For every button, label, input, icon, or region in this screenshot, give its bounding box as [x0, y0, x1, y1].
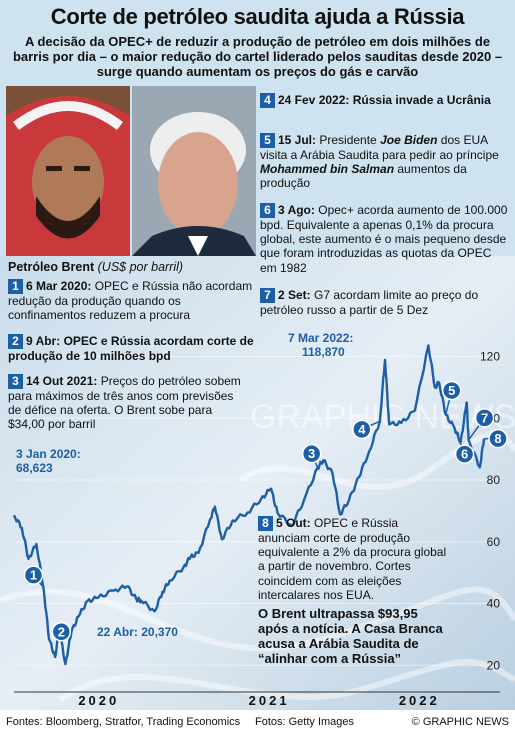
x-tick-2021: 2021: [249, 693, 290, 708]
event-5-name-mbs: Mohammed bin Salman: [260, 162, 395, 177]
marker-2: [51, 622, 72, 642]
event-6-number: 6: [260, 203, 275, 218]
event-8-date: 5 Out:: [276, 516, 311, 530]
event-5: 5 15 Jul: Presidente Joe Biden dos EUA vi…: [260, 133, 508, 191]
page-subtitle: A decisão da OPEC+ de reduzir a produção…: [12, 34, 503, 79]
chart-label-unit: (US$ por barril): [97, 260, 184, 274]
event-4-text: Rússia invade a Ucrânia: [352, 93, 491, 107]
event-1-text: OPEC e Rússia não acordam redução da pro…: [8, 279, 253, 323]
marker-7: [474, 408, 495, 428]
event-2-text: OPEC e Rússia acordam corte de produção …: [8, 334, 254, 363]
marker-8: [488, 428, 508, 449]
event-5-name-biden: Joe Biden: [380, 133, 438, 147]
marker-1: [23, 565, 44, 585]
event-5-text2: dos EUA visita a Arábia Saudita para ped…: [260, 133, 499, 162]
event-8-number: 8: [258, 516, 273, 531]
event-3: 3 14 Out 2021: Preços do petróleo sobem p…: [8, 374, 248, 432]
marker-label-2: 2: [58, 624, 65, 639]
event-4: 4 24 Fev 2022: Rússia invade a Ucrânia: [260, 93, 508, 108]
x-tick-2022: 2022: [399, 693, 440, 708]
marker-label-5: 5: [448, 383, 455, 398]
event-6-text: Opec+ acorda aumento de 100.000 bpd. Equ…: [260, 203, 508, 275]
marker-label-3: 3: [308, 446, 315, 461]
event-5-date: 15 Jul:: [278, 133, 317, 147]
page-title: Corte de petróleo saudita ajuda a Rússia: [50, 4, 465, 29]
event-5-number: 5: [260, 133, 275, 148]
marker-label-8: 8: [494, 431, 501, 446]
event-4-date: 24 Fev 2022:: [278, 93, 350, 107]
y-tick-40: 40: [487, 597, 501, 611]
chart-label: Petróleo Brent (US$ por barril): [8, 260, 183, 274]
event-2-date: 9 Abr:: [26, 334, 61, 348]
low-label: 22 Abr: 20,370: [97, 625, 178, 639]
event-8-bold-text: O Brent ultrapassa $93,95 após a notícia…: [258, 606, 443, 667]
y-tick-120: 120: [480, 350, 500, 364]
event-5-text: Presidente: [319, 133, 377, 147]
footer-credit: © GRAPHIC NEWS: [411, 716, 509, 728]
marker-label-7: 7: [481, 410, 488, 425]
photo-joe-biden: [132, 86, 256, 256]
event-1-number: 1: [8, 279, 23, 294]
event-1-date: 6 Mar 2020:: [26, 279, 92, 293]
marker-6: [454, 444, 475, 464]
event-3-text: Preços do petróleo sobem para máximos de…: [8, 374, 241, 432]
event-5-text3: aumentos da produção: [260, 162, 467, 191]
event-4-number: 4: [260, 93, 275, 108]
y-tick-80: 80: [487, 473, 501, 487]
event-2-number: 2: [8, 334, 23, 349]
start-value-label: 68,623: [16, 461, 53, 475]
marker-label-1: 1: [30, 568, 37, 583]
y-tick-60: 60: [487, 535, 501, 549]
price-line: [12, 344, 486, 666]
marker-label-6: 6: [461, 447, 468, 462]
marker-5: [441, 380, 462, 401]
start-date-label: 3 Jan 2020:: [16, 447, 81, 461]
event-8-text: OPEC e Rússia anunciam corte de produção…: [258, 516, 447, 602]
event-7-text: G7 acordam limite ao preço do petróleo r…: [260, 288, 479, 317]
marker-4: [352, 419, 372, 440]
footer-sources: Fontes: Bloomberg, Stratfor, Trading Eco…: [6, 716, 241, 728]
footer: Fontes: Bloomberg, Stratfor, Trading Eco…: [0, 710, 515, 734]
peak-value-label: 118,870: [302, 345, 345, 359]
event-7-number: 7: [260, 288, 275, 303]
footer-photos: Fotos: Getty Images: [255, 716, 355, 728]
chart-background: [0, 256, 515, 710]
event-3-date: 14 Out 2021:: [26, 374, 98, 388]
event-3-number: 3: [8, 374, 23, 389]
photo-mohammed-bin-salman: [6, 86, 130, 256]
y-tick-20: 20: [487, 658, 501, 672]
x-tick-2020: 2020: [78, 693, 119, 708]
marker-3: [301, 443, 322, 464]
event-7-date: 2 Set:: [278, 288, 311, 302]
event-6-date: 3 Ago:: [278, 203, 315, 217]
chart-label-name: Petróleo Brent: [8, 260, 95, 274]
marker-label-4: 4: [358, 422, 366, 437]
peak-date-label: 7 Mar 2022:: [288, 331, 353, 345]
